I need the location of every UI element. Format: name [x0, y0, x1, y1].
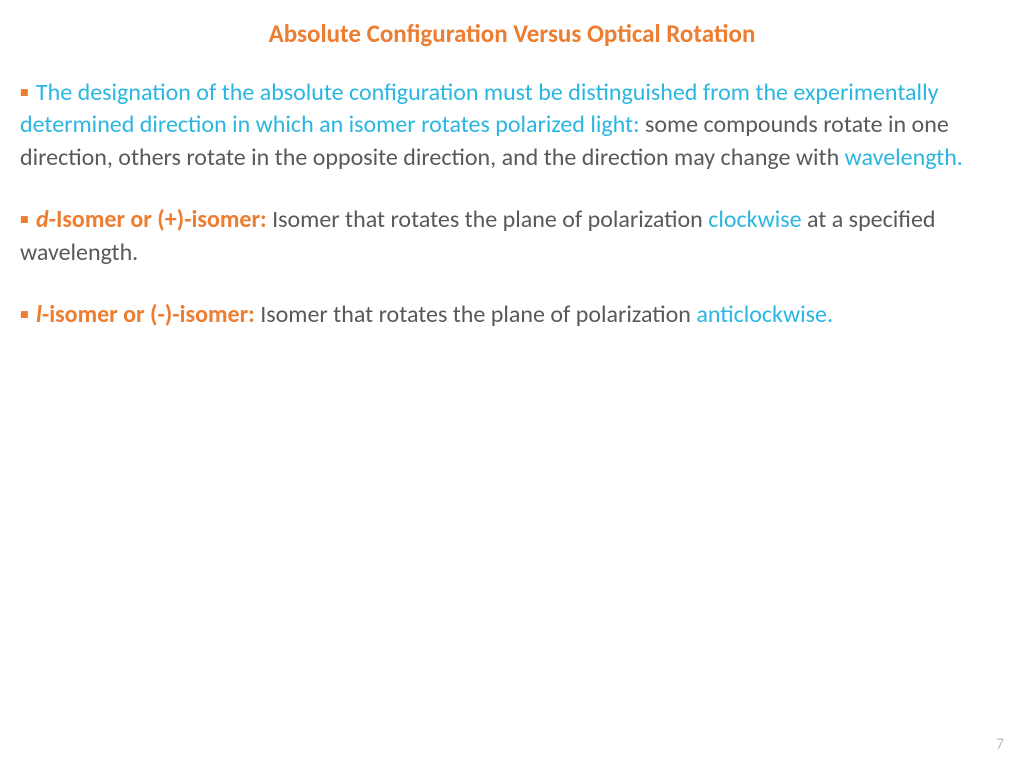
paragraph-1: ▪ The designation of the absolute config… — [20, 77, 1004, 174]
p3-text1: Isomer that rotates the plane of polariz… — [260, 300, 696, 329]
p2-highlight: clockwise — [708, 205, 801, 234]
p2-italic-prefix: d — [36, 205, 49, 234]
page-number: 7 — [996, 735, 1004, 754]
bullet-icon: ▪ — [20, 205, 29, 234]
paragraph-3: ▪ l-isomer or (-)-isomer: Isomer that ro… — [20, 299, 1004, 331]
bullet-icon: ▪ — [20, 78, 29, 107]
slide-container: Absolute Configuration Versus Optical Ro… — [0, 0, 1024, 768]
p3-prefix: l-isomer or (-)-isomer: — [31, 300, 261, 329]
slide-title: Absolute Configuration Versus Optical Ro… — [20, 18, 1004, 49]
bullet-icon: ▪ — [20, 300, 29, 329]
p1-text-wavelength: wavelength. — [845, 143, 963, 172]
p3-highlight: anticlockwise. — [696, 300, 833, 329]
p3-label: -isomer or (-)-isomer: — [42, 300, 260, 329]
p2-text1: Isomer that rotates the plane of polariz… — [272, 205, 708, 234]
paragraph-2: ▪ d-Isomer or (+)-isomer: Isomer that ro… — [20, 204, 1004, 269]
p2-label: -Isomer or (+)-isomer: — [49, 205, 272, 234]
p2-prefix: d-Isomer or (+)-isomer: — [31, 205, 273, 234]
